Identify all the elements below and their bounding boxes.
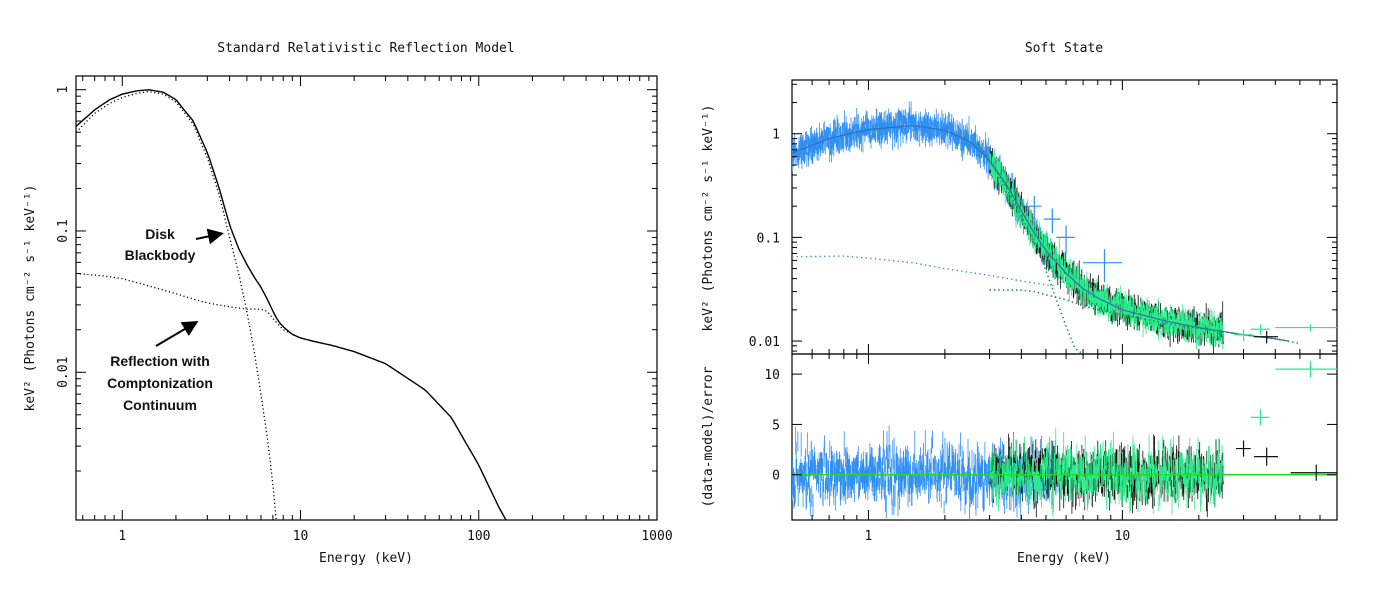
annotation-disk-line1: Disk [145, 226, 175, 242]
right-top-ytick-label: 1 [772, 128, 780, 143]
right-xtick-label: 10 [1115, 529, 1131, 544]
right-xaxis-label: Energy (keV) [1017, 551, 1111, 566]
fpm-spectrum-data-errorbars [989, 151, 1224, 350]
binned-point-6 [1275, 324, 1337, 332]
left-ytick-label: 0.1 [56, 219, 71, 242]
right-bottom-ytick-label: 0 [772, 469, 780, 484]
left-ytick-label: 0.01 [56, 357, 71, 388]
residual-point-1 [1250, 409, 1270, 426]
left-yaxis-label: keV² (Photons cm⁻² s⁻¹ keV⁻¹) [23, 185, 38, 412]
binned-point-4 [1233, 329, 1253, 342]
left-xtick-label: 10 [293, 529, 309, 544]
model-reflection-hard-curve [989, 289, 1301, 345]
left-xtick-label: 1 [118, 529, 126, 544]
right-chart-title: Soft State [1025, 41, 1103, 56]
fpm-residual-data-errorbars [989, 428, 1224, 517]
binned-point-1 [1043, 208, 1061, 234]
left-axis-ticks: 1 10 100 1000 1 0.1 0.01 [56, 76, 673, 544]
right-top-ytick-label: 0.1 [757, 231, 780, 246]
binned-point-2 [1056, 225, 1075, 254]
left-chart-title: Standard Relativistic Reflection Model [217, 41, 514, 56]
right-bottom-frame [791, 353, 1338, 521]
right-xtick-label: 1 [865, 529, 873, 544]
residual-point-0 [1235, 440, 1251, 457]
fpm-residual-data [989, 428, 1224, 517]
left-plot-frame [75, 75, 658, 521]
residual-point-4 [1275, 361, 1337, 378]
left-series-1-line [76, 90, 277, 520]
right-top-yaxis-label: keV² (Photons cm⁻² s⁻¹ keV⁻¹) [701, 105, 716, 332]
annotation-reflection: Reflection with Comptonization Continuum [107, 320, 213, 413]
right-bottom-yaxis-label: (data-model)/error [701, 366, 716, 507]
right-bottom-plot-area [792, 361, 1337, 520]
fpm-spectrum-data [989, 151, 1224, 350]
annotation-refl-line3: Continuum [123, 397, 197, 413]
left-xtick-label: 1000 [641, 529, 672, 544]
model-total-curve [792, 125, 1289, 342]
right-bottom-ytick-label: 5 [772, 418, 780, 433]
right-top-ytick-label: 0.01 [749, 335, 780, 350]
annotation-refl-line2: Comptonization [107, 375, 213, 391]
binned-point-0 [1026, 196, 1042, 220]
model-reflection-soft-curve [792, 255, 1057, 287]
left-series-0-line [76, 89, 507, 520]
residual-point-2 [1254, 447, 1278, 466]
right-axis-ticks: 1 10 1 0.1 0.01 10 5 0 [749, 80, 1338, 544]
annotation-disk-blackbody: Disk Blackbody [125, 226, 224, 263]
right-top-plot-area [792, 101, 1337, 354]
right-bottom-ytick-label: 10 [764, 368, 780, 383]
left-xtick-label: 100 [467, 529, 490, 544]
left-series-2-line [76, 272, 301, 339]
left-chart: Standard Relativistic Reflection Model 1… [23, 41, 673, 566]
annotation-disk-line2: Blackbody [125, 247, 196, 263]
binned-point-5 [1250, 324, 1270, 335]
left-xaxis-label: Energy (keV) [319, 551, 413, 566]
model-disk-curve [977, 143, 1084, 354]
residual-point-3 [1290, 464, 1337, 481]
left-ytick-label: 1 [56, 86, 71, 94]
binned-point-7 [1254, 331, 1278, 344]
annotation-refl-line1: Reflection with [110, 353, 210, 369]
binned-point-3 [1083, 249, 1123, 283]
annotation-refl-arrow [155, 320, 199, 347]
left-plot-area [76, 89, 507, 520]
annotation-disk-arrow [195, 228, 224, 245]
